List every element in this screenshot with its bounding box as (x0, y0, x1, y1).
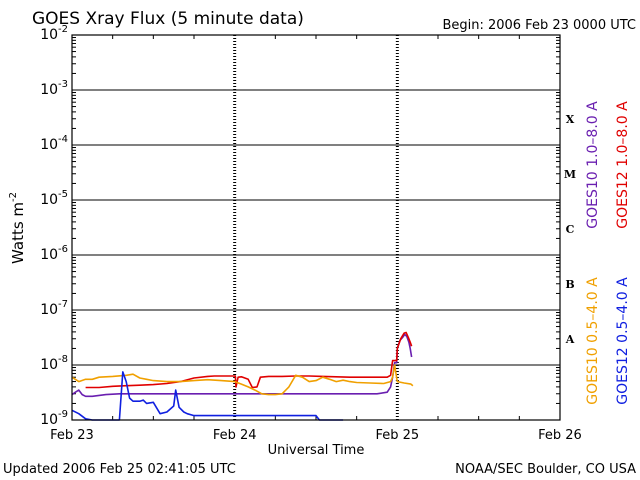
y-tick-base: 10 (40, 192, 58, 208)
y-axis-label-exponent: -2 (8, 192, 19, 202)
y-tick-base: 10 (40, 82, 58, 98)
y-tick-label: 10-7 (40, 299, 68, 318)
y-tick-base: 10 (40, 247, 58, 263)
credit-label: NOAA/SEC Boulder, CO USA (455, 462, 636, 477)
legend-goes10-high: GOES10 1.0–8.0 A (585, 101, 601, 229)
flare-class-label: A (565, 333, 575, 346)
y-tick-exponent: -7 (58, 299, 68, 310)
y-tick-base: 10 (40, 27, 58, 43)
x-tick-label: Feb 25 (375, 428, 419, 443)
y-axis-label: Watts m-2 (8, 192, 27, 264)
flare-class-labels: A B C M X (564, 113, 576, 346)
legend: GOES10 1.0–8.0 A GOES12 1.0–8.0 A GOES10 0… (585, 101, 631, 405)
x-tick-label: Feb 26 (538, 428, 582, 443)
y-tick-exponent: -6 (58, 244, 68, 255)
plot-frame (71, 34, 561, 421)
legend-goes12-high: GOES12 1.0–8.0 A (615, 101, 631, 229)
y-tick-base: 10 (40, 357, 58, 373)
y-tick-base: 10 (40, 137, 58, 153)
y-tick-label: 10-2 (40, 24, 68, 43)
y-tick-label: 10-4 (40, 134, 68, 153)
y-tick-label: 10-8 (40, 354, 68, 373)
x-axis-label: Universal Time (268, 443, 365, 458)
grid-layer (72, 35, 560, 420)
legend-goes10-low: GOES10 0.5–4.0 A (585, 277, 601, 405)
legend-goes12-high-text: GOES12 1.0–8.0 A (615, 101, 631, 229)
y-tick-label: 10-9 (40, 409, 68, 428)
flare-class-label: C (566, 223, 575, 236)
y-tick-label: 10-6 (40, 244, 68, 263)
y-tick-labels: 10-910-810-710-610-510-410-310-2 (40, 24, 68, 428)
flare-class-label: X (566, 113, 575, 126)
flare-class-label: B (565, 278, 574, 291)
series-line (85, 331, 413, 389)
legend-entry: GOES12 1.0–8.0 A (615, 101, 631, 229)
legend-goes12-low-text: GOES12 0.5–4.0 A (615, 277, 631, 405)
y-tick-exponent: -8 (58, 354, 68, 365)
y-tick-label: 10-5 (40, 189, 68, 208)
y-tick-exponent: -3 (58, 79, 68, 90)
y-tick-exponent: -2 (58, 24, 68, 35)
legend-goes10-low-text: GOES10 0.5–4.0 A (585, 277, 601, 405)
y-tick-base: 10 (40, 302, 58, 318)
legend-goes10-high-text: GOES10 1.0–8.0 A (585, 101, 601, 229)
y-tick-label: 10-3 (40, 79, 68, 98)
begin-label: Begin: 2006 Feb 23 0000 UTC (442, 18, 636, 33)
y-tick-base: 10 (40, 412, 58, 428)
flare-class-label: M (564, 168, 576, 181)
legend-goes12-low: GOES12 0.5–4.0 A (615, 277, 631, 405)
updated-timestamp: Updated 2006 Feb 25 02:41:05 UTC (3, 462, 236, 477)
series-layer (71, 331, 414, 421)
chart-title: GOES Xray Flux (5 minute data) (32, 9, 304, 29)
legend-entry: GOES10 1.0–8.0 A (585, 101, 601, 229)
legend-entry: GOES12 0.5–4.0 A (615, 277, 631, 405)
y-axis-label-text: Watts m (9, 202, 27, 264)
svg-text:Watts m-2: Watts m-2 (8, 192, 27, 264)
series-line (71, 364, 414, 396)
x-tick-labels: Feb 23 Feb 24 Feb 25 Feb 26 (50, 428, 582, 443)
y-tick-exponent: -4 (58, 134, 68, 145)
legend-entry: GOES10 0.5–4.0 A (585, 277, 601, 405)
x-tick-label: Feb 23 (50, 428, 94, 443)
y-tick-exponent: -9 (58, 409, 68, 420)
y-tick-exponent: -5 (58, 189, 68, 200)
x-tick-label: Feb 24 (213, 428, 257, 443)
